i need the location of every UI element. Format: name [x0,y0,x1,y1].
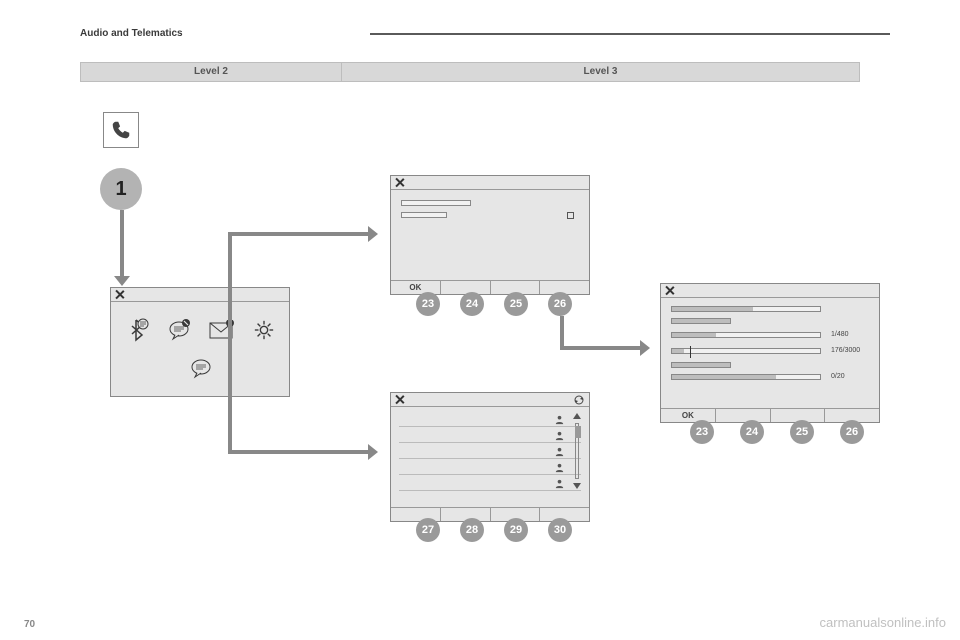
step-1-number: 1 [115,178,126,201]
btn-24b[interactable]: 24 [740,420,764,444]
progress-bar [671,318,731,324]
close-icon[interactable] [665,286,675,296]
scroll-up-icon[interactable] [573,413,581,419]
phone-icon [110,119,132,141]
progress-bar [671,374,821,380]
level-2-cell: Level 2 [81,63,341,81]
sms-mute-icon[interactable] [167,318,191,342]
bottom-titlebar [391,393,589,407]
connector-up-v [228,232,232,322]
connector-up-h [228,232,368,236]
connector-r-v [560,316,564,346]
btn-29[interactable]: 29 [504,518,528,542]
top-panel: OK [390,175,590,295]
ok-label[interactable]: OK [391,281,441,294]
checkbox[interactable] [567,212,574,219]
page-number: 70 [24,619,35,630]
btn-30[interactable]: 30 [548,518,572,542]
arrow-step-to-menu [120,210,124,278]
step-1-badge: 1 [100,168,142,210]
person-icon [554,446,565,457]
btn-26[interactable]: 26 [548,292,572,316]
btn-25b[interactable]: 25 [790,420,814,444]
menu-titlebar [111,288,289,302]
sms-read-icon[interactable] [189,356,213,380]
btn-23[interactable]: 23 [416,292,440,316]
bar-label: 1/480 [831,331,849,338]
gear-icon[interactable] [253,319,275,341]
btn-23b[interactable]: 23 [690,420,714,444]
bar-label: 176/3000 [831,347,860,354]
person-icon [554,478,565,489]
level-3-cell: Level 3 [342,63,859,81]
scroll-thumb[interactable] [575,426,581,438]
menu-panel: 0 [110,287,290,397]
right-footer: OK [661,408,879,422]
connector-dn-h [228,450,368,454]
btn-24[interactable]: 24 [460,292,484,316]
btn-25[interactable]: 25 [504,292,528,316]
right-panel: 1/480 176/3000 0/20 OK [660,283,880,423]
field-bar-1 [401,200,471,206]
watermark: carmanualsonline.info [820,615,946,630]
phone-icon-box [103,112,139,148]
sync-icon [573,394,585,406]
close-icon[interactable] [395,395,405,405]
progress-bar [671,362,731,368]
connector-dn-v [228,322,232,450]
scroll-track[interactable] [575,423,579,479]
arrow-head-down [114,276,130,286]
bar-tick [690,346,691,358]
bar-label: 0/20 [831,373,845,380]
arrow-head-right-3 [640,340,650,356]
progress-bar [671,348,821,354]
arrow-head-right-1 [368,226,378,242]
person-icon [554,430,565,441]
bottom-panel [390,392,590,522]
btn-26b[interactable]: 26 [840,420,864,444]
level-bar: Level 2 Level 3 [80,62,860,82]
bluetooth-sms-icon[interactable] [125,318,149,342]
ok-label[interactable]: OK [661,409,716,422]
top-titlebar [391,176,589,190]
header-rule [370,33,890,35]
arrow-head-right-2 [368,444,378,460]
right-titlebar [661,284,879,298]
scroll-down-icon[interactable] [573,483,581,489]
close-icon[interactable] [115,290,125,300]
field-bar-2 [401,212,447,218]
progress-bar [671,306,821,312]
section-title: Audio and Telematics [80,28,183,39]
connector-r-h [560,346,640,350]
progress-bar [671,332,821,338]
close-icon[interactable] [395,178,405,188]
btn-28[interactable]: 28 [460,518,484,542]
person-icon [554,462,565,473]
person-icon [554,414,565,425]
btn-27[interactable]: 27 [416,518,440,542]
